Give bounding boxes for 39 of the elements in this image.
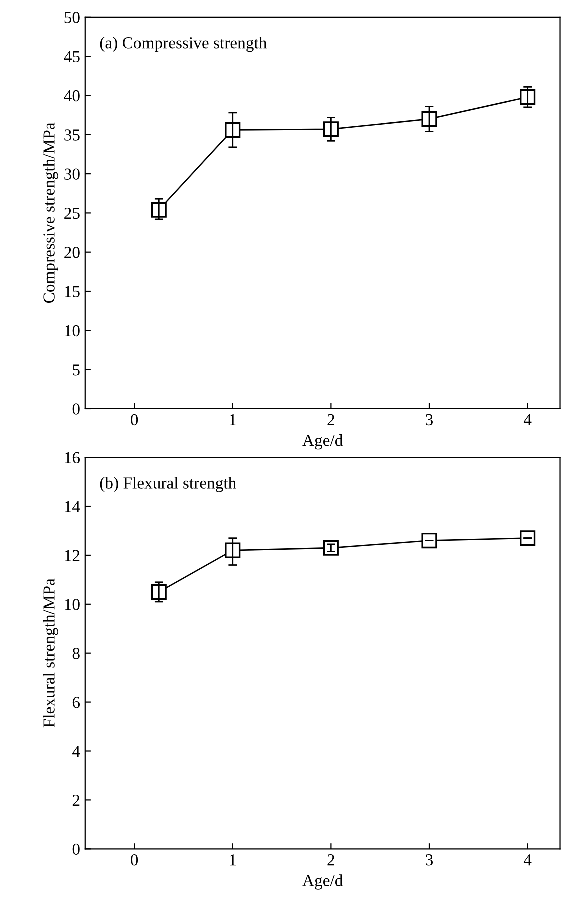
x-tick-label: 2: [328, 414, 334, 426]
y-axis-title: Compressive strength/MPa: [43, 122, 58, 304]
point: [422, 111, 438, 128]
y-tick-label: 12: [65, 550, 80, 562]
y-tick-label: 8: [72, 648, 80, 660]
y-tick-label: 10: [65, 325, 80, 337]
x-axis-title: Age/d: [302, 874, 343, 890]
y-tick-label: 0: [72, 844, 80, 856]
point: [520, 530, 536, 546]
point: [422, 533, 438, 549]
y-tick-label: 0: [72, 404, 80, 415]
y-tick-label: 14: [65, 501, 80, 512]
x-tick-label: 2: [328, 854, 334, 866]
x-tick-label: 0: [131, 414, 138, 426]
x-tick-label: 4: [524, 854, 532, 866]
y-tick-label: 5: [73, 364, 80, 376]
y-tick-label: 40: [64, 90, 80, 102]
x-axis-title: Age/d: [302, 434, 343, 450]
x-tick-label: 0: [131, 854, 138, 866]
x-tick-label: 1: [230, 414, 236, 426]
y-tick-label: 45: [64, 51, 80, 63]
y-tick-label: 6: [72, 697, 80, 708]
y-tick-label: 30: [64, 168, 80, 180]
text: (a) Compressive strength: [100, 37, 267, 52]
x-tick-label: 4: [524, 414, 532, 426]
x-tick-label: 3: [426, 854, 434, 866]
x-tick-label: 1: [230, 854, 236, 866]
y-tick-label: 35: [64, 130, 80, 141]
x-tick-label: 3: [426, 414, 434, 426]
text: (b) Flexural strength: [100, 477, 236, 492]
y-tick-label: 2: [72, 794, 80, 806]
y-axis-title: Flexural strength/MPa: [43, 578, 58, 728]
y-tick-label: 10: [65, 599, 80, 610]
y-tick-label: 50: [64, 12, 80, 24]
y-tick-label: 16: [65, 452, 80, 464]
y-tick-label: 25: [64, 208, 80, 220]
y-tick-label: 15: [65, 286, 80, 298]
y-tick-label: 20: [64, 247, 80, 258]
y-tick-label: 4: [72, 746, 80, 758]
